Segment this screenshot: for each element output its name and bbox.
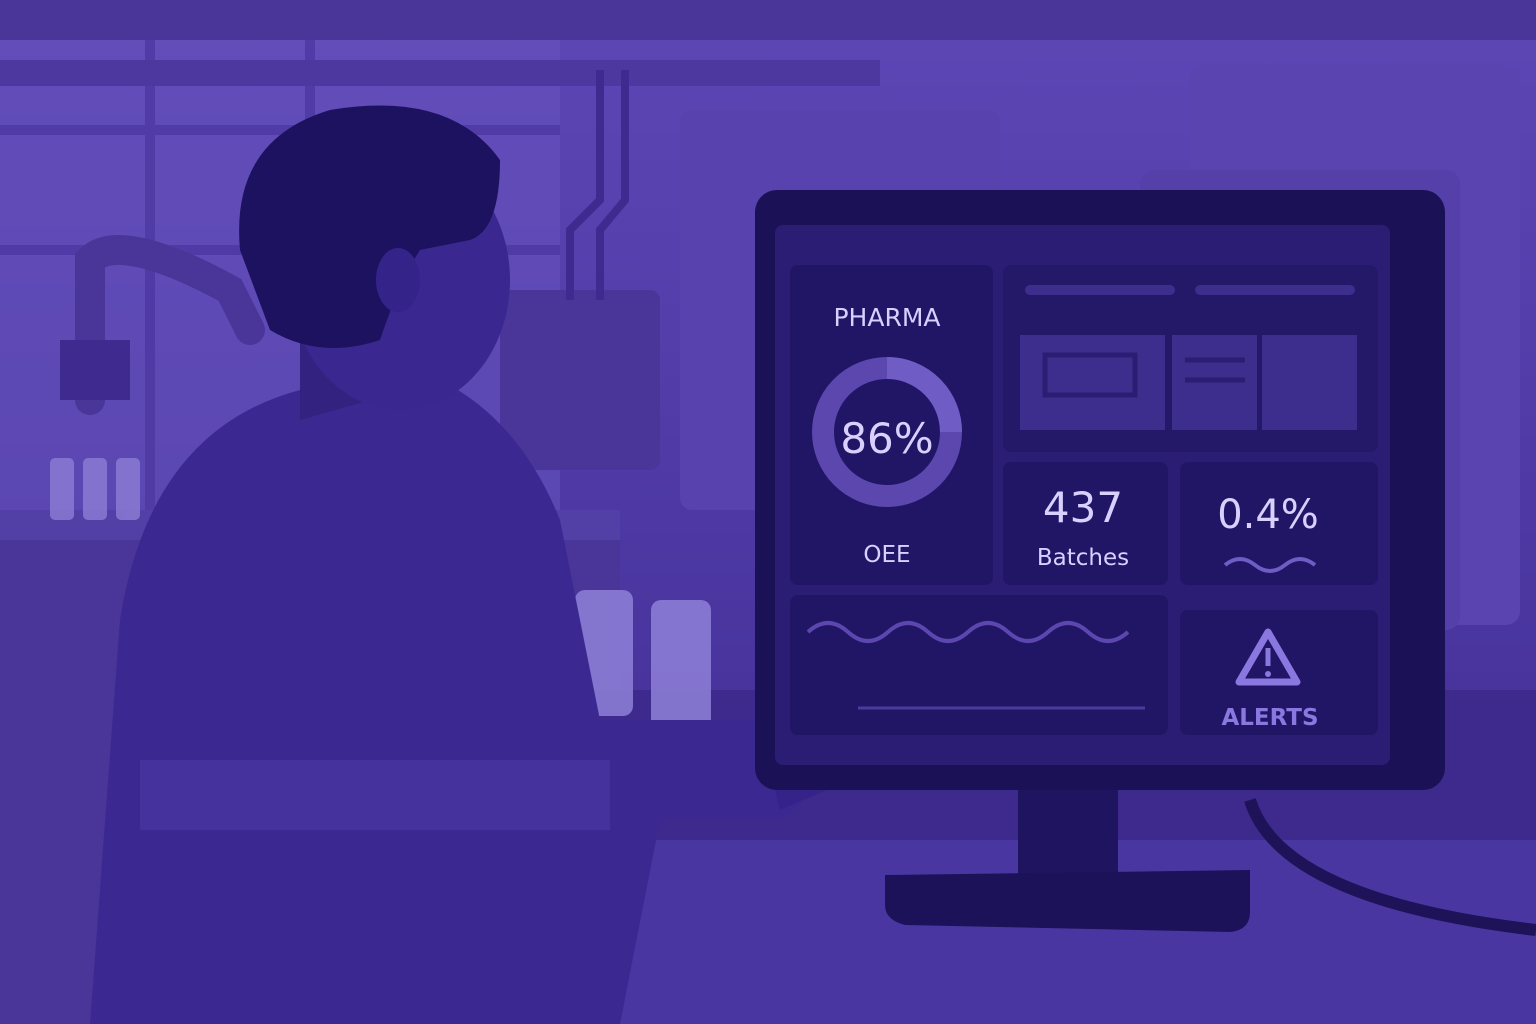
screen-title: PHARMA: [833, 303, 940, 332]
trend-line: [806, 621, 1130, 643]
batches-value: 437: [1043, 483, 1123, 532]
alerts-tile: [1180, 610, 1378, 735]
rate-value: 0.4%: [1217, 492, 1319, 538]
alerts-label[interactable]: ALERTS: [1221, 705, 1318, 731]
oee-ring-highlight: [886, 357, 962, 433]
person: [90, 105, 873, 1024]
rate-tile: [1180, 462, 1378, 585]
trend-tile: [790, 595, 1168, 735]
batches-tile: [1003, 462, 1168, 585]
dashboard-text: PHARMA 86% OEE 437 Batches 0.4% ALERTS: [833, 303, 1318, 731]
batches-label: Batches: [1037, 545, 1129, 571]
oee-value: 86%: [840, 414, 933, 463]
oee-tile: [790, 265, 993, 585]
dashboard: [790, 265, 1378, 735]
oee-label: OEE: [863, 542, 910, 568]
sparkline: [1223, 557, 1317, 573]
alert-icon: [1235, 628, 1301, 686]
